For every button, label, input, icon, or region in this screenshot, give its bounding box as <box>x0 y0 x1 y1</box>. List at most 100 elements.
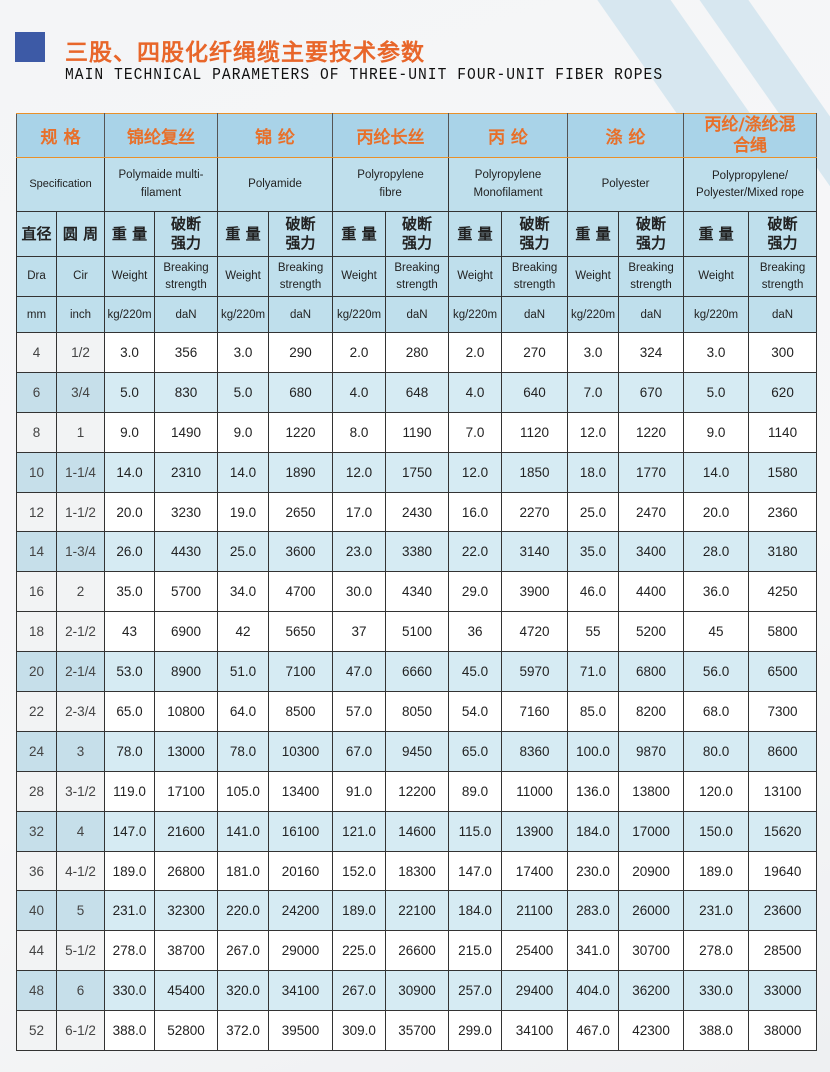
weight-cell: 55 <box>567 611 620 653</box>
table-row: 14 1-3/4 26.0 4430 25.0 3600 23.0 3380 22.0 3140 3… <box>16 531 818 573</box>
breaking-strength-cell: 8200 <box>618 691 685 732</box>
breaking-strength-cell: 32300 <box>154 890 219 932</box>
table-row: 20 2-1/4 53.0 8900 51.0 7100 47.0 6660 45.0 5970 7… <box>16 651 818 693</box>
breaking-strength-cell: 8500 <box>268 691 334 732</box>
breaking-strength-cell: 17400 <box>501 850 569 892</box>
header-row-english: Specification Polymaide multi-filament P… <box>15 157 818 212</box>
breaking-strength-cell: 6660 <box>385 651 450 693</box>
material-header-en: Polyropylene fibre <box>332 157 450 212</box>
breaking-strength-cell: 20900 <box>618 850 685 892</box>
weight-cell: 231.0 <box>683 890 750 932</box>
diameter-cell: 24 <box>16 730 57 772</box>
table-row: 22 2-3/4 65.0 10800 64.0 8500 57.0 8050 54.0 7160… <box>16 691 818 732</box>
breaking-strength-cell: 6900 <box>154 611 219 653</box>
breaking-strength-cell: 324 <box>618 332 685 373</box>
break-unit-header: daN <box>268 296 334 333</box>
weight-unit-header: kg/220m <box>448 296 503 333</box>
breaking-strength-cell: 13100 <box>748 770 818 812</box>
breaking-strength-cell: 4340 <box>385 571 450 613</box>
breaking-strength-cell: 5200 <box>618 611 685 653</box>
weight-cn-header: 重 量 <box>217 211 270 257</box>
weight-cell: 3.0 <box>217 332 270 373</box>
breaking-strength-cell: 270 <box>501 332 569 373</box>
circumference-cell: 5-1/2 <box>55 930 106 972</box>
circumference-cell: 2-1/2 <box>55 611 106 653</box>
weight-cell: 20.0 <box>683 491 750 533</box>
break-en-header: Breaking strength <box>618 256 685 297</box>
breaking-strength-cell: 1850 <box>501 451 569 493</box>
breaking-strength-cell: 52800 <box>154 1010 219 1052</box>
weight-cell: 3.0 <box>567 332 620 373</box>
breaking-strength-cell: 21600 <box>154 810 219 852</box>
subheader-row-english: Dra Cir Weight Breaking strength Weight Bre… <box>16 256 818 297</box>
weight-cell: 35.0 <box>567 531 620 573</box>
weight-cell: 19.0 <box>217 491 270 533</box>
weight-cell: 57.0 <box>332 691 387 732</box>
weight-cell: 5.0 <box>217 371 270 413</box>
breaking-strength-cell: 13800 <box>618 770 685 812</box>
breaking-strength-cell: 22100 <box>385 890 450 932</box>
material-header-cn: 丙纶/涤纶混合绳 <box>683 113 818 158</box>
weight-cell: 17.0 <box>332 491 387 533</box>
weight-cell: 231.0 <box>104 890 156 932</box>
weight-cell: 388.0 <box>683 1010 750 1052</box>
weight-cell: 330.0 <box>683 970 750 1012</box>
breaking-strength-cell: 8600 <box>748 730 818 772</box>
breaking-strength-cell: 7100 <box>268 651 334 693</box>
circumference-cell: 4 <box>55 810 106 852</box>
breaking-strength-cell: 7300 <box>748 691 818 732</box>
table-row: 36 4-1/2 189.0 26800 181.0 20160 152.0 18300 147… <box>16 850 818 892</box>
table-row: 12 1-1/2 20.0 3230 19.0 2650 17.0 2430 16.0 2270 2… <box>16 491 818 533</box>
weight-cell: 215.0 <box>448 930 503 972</box>
weight-cell: 467.0 <box>567 1010 620 1052</box>
breaking-strength-cell: 13900 <box>501 810 569 852</box>
break-unit-header: daN <box>385 296 450 333</box>
breaking-strength-cell: 2270 <box>501 491 569 533</box>
weight-cell: 78.0 <box>217 730 270 772</box>
breaking-strength-cell: 3230 <box>154 491 219 533</box>
weight-cell: 147.0 <box>448 850 503 892</box>
material-header-en: Polyropylene Monofilament <box>448 157 569 212</box>
diameter-cell: 48 <box>16 970 57 1012</box>
table-row: 52 6-1/2 388.0 52800 372.0 39500 309.0 35700 299… <box>16 1010 818 1052</box>
breaking-strength-cell: 1750 <box>385 451 450 493</box>
weight-cell: 267.0 <box>217 930 270 972</box>
diameter-cell: 6 <box>16 371 57 413</box>
breaking-strength-cell: 290 <box>268 332 334 373</box>
break-unit-header: daN <box>154 296 219 333</box>
material-header-cn: 丙纶长丝 <box>332 113 450 158</box>
weight-cell: 5.0 <box>683 371 750 413</box>
table-row: 32 4 147.0 21600 141.0 16100 121.0 14600 115.0 13… <box>16 810 818 852</box>
table-row: 24 3 78.0 13000 78.0 10300 67.0 9450 65.0 8360 100… <box>16 730 818 772</box>
weight-cell: 68.0 <box>683 691 750 732</box>
material-header-cn: 锦纶复丝 <box>104 113 219 158</box>
material-header-en: Polyamide <box>217 157 334 212</box>
unit-row: mm inch kg/220m daN kg/220m daN kg/220m daN kg… <box>16 296 818 333</box>
breaking-strength-cell: 1220 <box>618 411 685 453</box>
breaking-strength-cell: 1190 <box>385 411 450 453</box>
material-header-en: Polypropylene/ Polyester/Mixed rope <box>683 157 818 212</box>
weight-cell: 181.0 <box>217 850 270 892</box>
weight-cn-header: 重 量 <box>567 211 620 257</box>
diameter-cell: 44 <box>16 930 57 972</box>
weight-cell: 16.0 <box>448 491 503 533</box>
diameter-cell: 22 <box>16 691 57 732</box>
breaking-strength-cell: 9450 <box>385 730 450 772</box>
weight-cell: 115.0 <box>448 810 503 852</box>
table-row: 6 3/4 5.0 830 5.0 680 4.0 648 4.0 640 7.0 670 5.0 620 <box>16 371 818 413</box>
weight-cell: 47.0 <box>332 651 387 693</box>
weight-cell: 189.0 <box>104 850 156 892</box>
weight-cell: 78.0 <box>104 730 156 772</box>
table-row: 4 1/2 3.0 356 3.0 290 2.0 280 2.0 270 3.0 324 3.0 300 <box>16 332 818 373</box>
breaking-strength-cell: 6800 <box>618 651 685 693</box>
breaking-strength-cell: 8360 <box>501 730 569 772</box>
break-en-header: Breaking strength <box>501 256 569 297</box>
breaking-strength-cell: 29000 <box>268 930 334 972</box>
circumference-cell: 3/4 <box>55 371 106 413</box>
weight-cn-header: 重 量 <box>332 211 387 257</box>
break-cn-header: 破断强力 <box>501 211 569 257</box>
weight-cell: 372.0 <box>217 1010 270 1052</box>
weight-cell: 9.0 <box>683 411 750 453</box>
weight-unit-header: kg/220m <box>217 296 270 333</box>
breaking-strength-cell: 1580 <box>748 451 818 493</box>
